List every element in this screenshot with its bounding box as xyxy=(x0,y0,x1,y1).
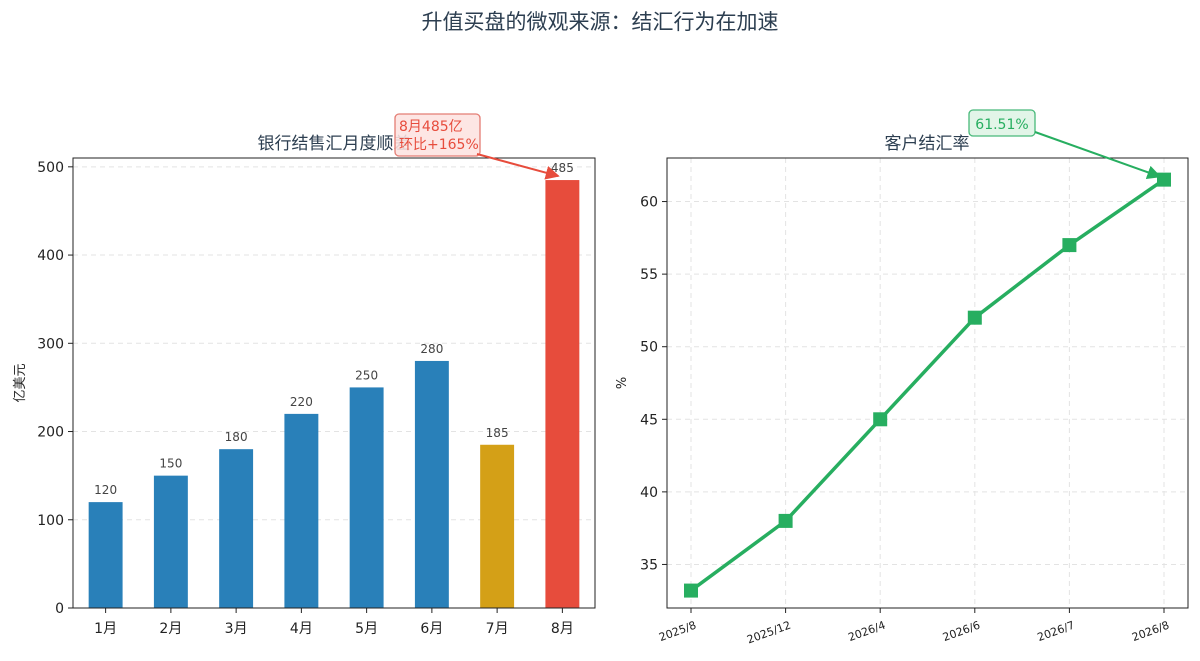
bar-4 xyxy=(284,413,319,608)
line-chart-x-tick-label: 2025/8 xyxy=(657,619,698,644)
line-chart-y-ticks: 35 40 45 50 55 60 xyxy=(640,195,667,573)
line-chart-y-tick-label: 35 xyxy=(640,557,658,573)
bar-chart-y-tick-label: 300 xyxy=(37,336,64,352)
annotation-text: 8月485亿 xyxy=(399,119,463,135)
bar-data-label: 185 xyxy=(486,426,509,440)
line-chart-y-tick-label: 40 xyxy=(640,485,658,501)
line-chart-frame xyxy=(666,157,1189,609)
bar-data-label: 250 xyxy=(355,368,378,382)
bar-chart-panel: 120 150 180 220 250 280 185 485 0 100 200 300 400 50… xyxy=(13,113,596,637)
bar-6 xyxy=(414,360,449,608)
bar-chart-x-tick-label: 8月 xyxy=(551,621,574,637)
bar-chart-x-ticks: 1月 2月 3月 4月 5月 6月 7月 8月 xyxy=(94,608,574,637)
bar-1 xyxy=(88,502,123,608)
bar-chart-y-ticks: 0 100 200 300 400 500 xyxy=(37,160,73,617)
line-series-path xyxy=(689,178,1165,592)
line-chart-y-tick-label: 60 xyxy=(640,195,658,211)
annotation-arrow xyxy=(476,153,560,180)
bar-chart-bars xyxy=(88,180,580,608)
annotation-text: 61.51% xyxy=(975,117,1028,133)
bar-chart-x-tick-label: 4月 xyxy=(290,621,313,637)
line-point-marker xyxy=(1062,238,1077,253)
line-point-marker xyxy=(1157,172,1171,187)
annotation-box xyxy=(394,113,481,157)
bar-chart-x-tick-label: 5月 xyxy=(355,621,378,637)
line-chart-x-tick-label: 2026/4 xyxy=(846,619,887,644)
bar-7 xyxy=(480,444,515,608)
line-chart-y-tick-label: 55 xyxy=(640,267,658,283)
bar-chart-y-tick-label: 400 xyxy=(37,248,64,264)
bar-chart-frame xyxy=(72,157,596,609)
line-point-marker xyxy=(967,310,982,325)
line-chart-title: 客户结汇率 xyxy=(885,134,970,154)
bar-chart-y-tick-label: 100 xyxy=(37,513,64,529)
bar-chart-x-tick-label: 3月 xyxy=(225,621,248,637)
bar-chart-y-tick-label: 500 xyxy=(37,160,64,176)
bar-chart-x-tick-label: 7月 xyxy=(486,621,509,637)
figure-title: 升值买盘的微观来源：结汇行为在加速 xyxy=(421,10,779,34)
bar-data-label: 150 xyxy=(159,457,182,471)
line-chart-x-tick-label: 2026/6 xyxy=(941,619,982,644)
line-chart-y-axis-label: % xyxy=(615,377,630,389)
bar-data-label: 485 xyxy=(551,161,574,175)
bar-chart-data-labels: 120 150 180 220 250 280 185 485 xyxy=(94,161,574,497)
bar-data-label: 220 xyxy=(290,395,313,409)
line-chart-x-tick-label: 2025/12 xyxy=(745,619,792,647)
annotation-text: 环比+165% xyxy=(399,137,479,153)
line-chart-y-tick-label: 50 xyxy=(640,340,658,356)
line-chart-x-ticks: 2025/8 2025/12 2026/4 2026/6 2026/7 2026/8 xyxy=(657,608,1171,646)
bar-3 xyxy=(219,449,254,608)
bar-chart-y-tick-label: 0 xyxy=(55,601,64,617)
line-chart-series xyxy=(684,172,1171,598)
annotation-arrow xyxy=(1034,131,1162,179)
bar-8 xyxy=(545,180,580,608)
bar-chart-y-tick-label: 200 xyxy=(37,425,64,441)
bar-chart-title: 银行结售汇月度顺差 xyxy=(258,134,411,154)
line-chart-grid xyxy=(667,158,1188,608)
bar-chart-x-tick-label: 2月 xyxy=(159,621,182,637)
bar-data-label: 180 xyxy=(225,430,248,444)
line-point-marker xyxy=(778,513,793,528)
line-chart-x-tick-label: 2026/8 xyxy=(1130,619,1171,644)
line-point-marker xyxy=(873,412,888,427)
bar-chart-grid xyxy=(73,166,595,521)
bar-data-label: 280 xyxy=(420,342,443,356)
line-chart-y-tick-label: 45 xyxy=(640,412,658,428)
bar-chart-x-tick-label: 1月 xyxy=(94,621,117,637)
bar-data-label: 120 xyxy=(94,483,117,497)
line-chart-annotation: 61.51% xyxy=(968,109,1162,179)
bar-5 xyxy=(349,387,384,608)
bar-chart-x-tick-label: 6月 xyxy=(420,621,443,637)
bar-2 xyxy=(153,475,188,608)
line-point-marker xyxy=(684,583,698,598)
bar-chart-y-axis-label: 亿美元 xyxy=(13,363,28,402)
annotation-box xyxy=(968,109,1036,137)
line-chart-x-tick-label: 2026/7 xyxy=(1036,619,1077,644)
